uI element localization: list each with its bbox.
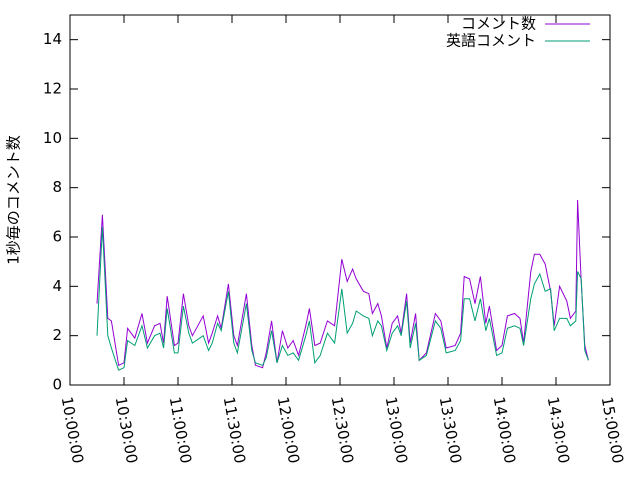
- legend-label: 英語コメント: [446, 32, 536, 50]
- x-tick-label: 13:00:00: [382, 395, 411, 464]
- y-tick-label: 12: [43, 80, 62, 98]
- x-tick-label: 10:30:00: [112, 395, 141, 464]
- y-tick-label: 8: [52, 178, 62, 196]
- y-tick-label: 14: [43, 30, 62, 48]
- y-tick-label: 10: [43, 129, 62, 147]
- x-tick-label: 12:00:00: [274, 395, 303, 464]
- x-tick-label: 12:30:00: [328, 395, 357, 464]
- legend-label: コメント数: [461, 15, 536, 33]
- series-line: [96, 199, 589, 369]
- y-tick-label: 0: [52, 376, 62, 394]
- x-tick-label: 11:30:00: [220, 395, 249, 464]
- x-tick-label: 11:00:00: [166, 395, 195, 464]
- plot-border: [69, 14, 611, 386]
- series-line: [96, 227, 589, 371]
- x-tick-label: 14:00:00: [490, 395, 519, 464]
- x-tick-label: 15:00:00: [598, 395, 627, 464]
- y-tick-label: 2: [52, 326, 62, 344]
- x-tick-label: 13:30:00: [436, 395, 465, 464]
- y-axis-label: 1秒毎のコメント数: [5, 135, 23, 265]
- y-tick-label: 6: [52, 228, 62, 246]
- y-tick-label: 4: [52, 277, 62, 295]
- x-tick-label: 14:30:00: [544, 395, 573, 464]
- x-tick-label: 10:00:00: [58, 395, 87, 464]
